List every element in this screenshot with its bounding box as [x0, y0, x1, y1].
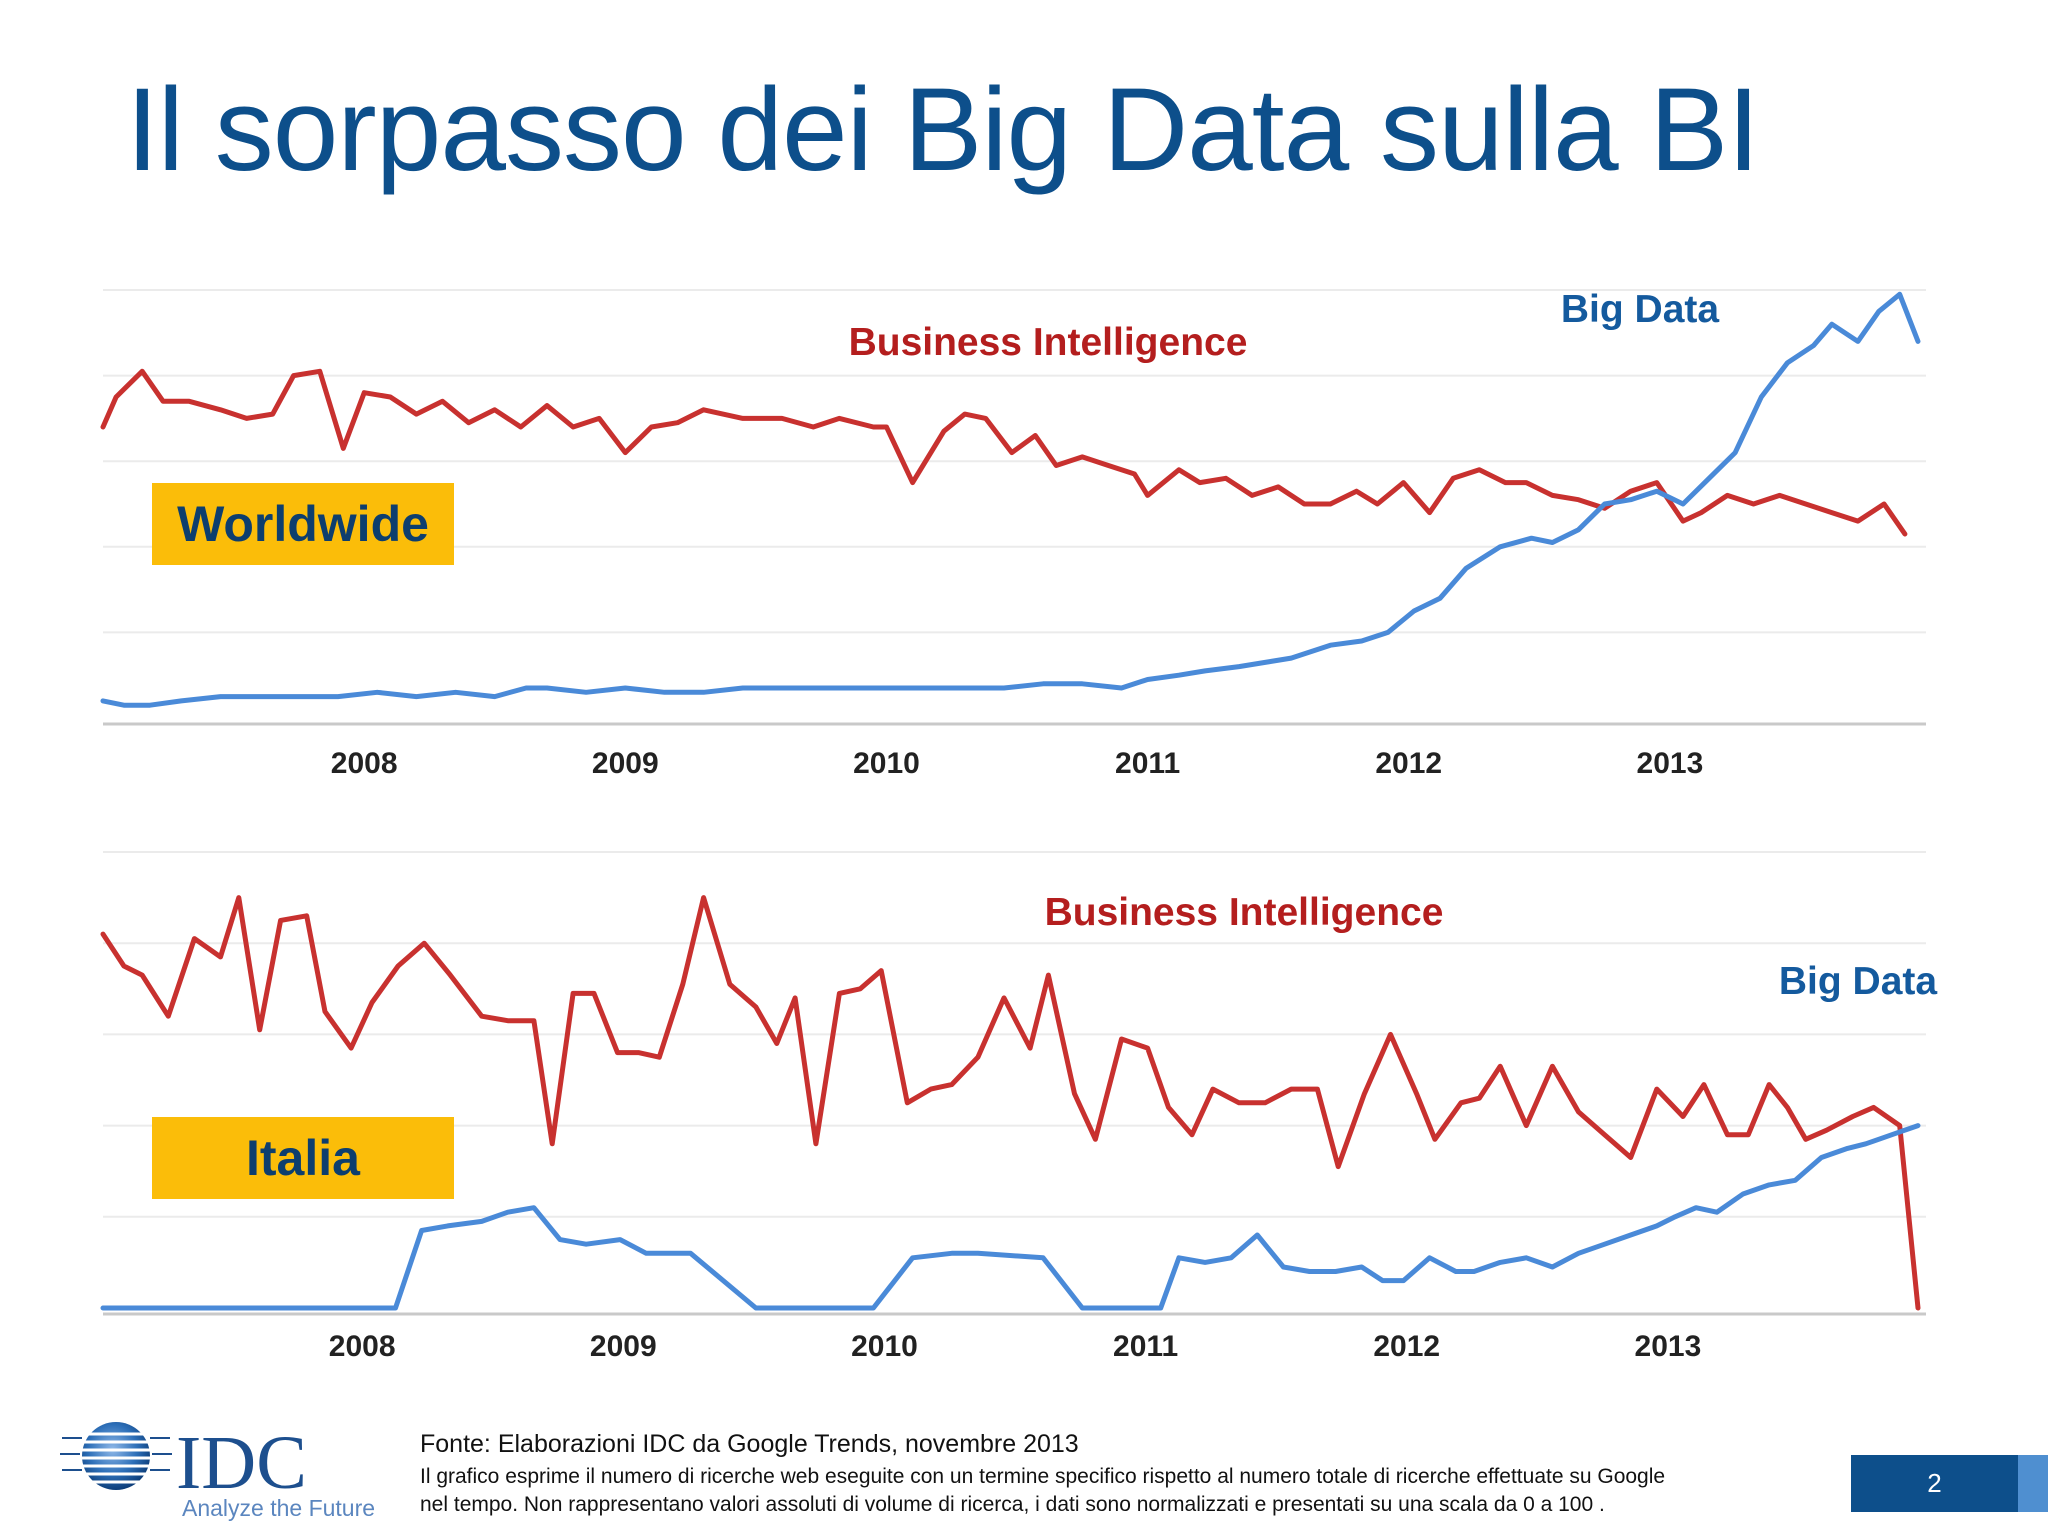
- slide-title: Il sorpasso dei Big Data sulla BI: [126, 64, 1760, 196]
- idc-logo: IDC Analyze the Future: [58, 1421, 375, 1521]
- idc-tagline: Analyze the Future: [182, 1495, 375, 1521]
- x-tick-label: 2008: [331, 747, 398, 780]
- annotation-big-data: Big Data: [1561, 288, 1720, 331]
- x-tick-label: 2010: [851, 1330, 918, 1363]
- worldwide-chart: 2008 2009 2010 2011 2012 2013 Business Intell…: [100, 288, 1926, 780]
- region-badge-worldwide: Worldwide: [152, 483, 454, 565]
- page-number: 2: [1851, 1455, 2018, 1512]
- x-tick-label: 2011: [1113, 1330, 1178, 1363]
- x-tick-label: 2012: [1373, 1330, 1440, 1363]
- series-line-big-data: [100, 1123, 1921, 1311]
- source-note: Fonte: Elaborazioni IDC da Google Trends…: [420, 1430, 1800, 1519]
- x-tick-label: 2013: [1637, 747, 1704, 780]
- italia-chart: 2008 2009 2010 2011 2012 2013 Business Intell…: [100, 851, 1938, 1363]
- annotation-big-data: Big Data: [1779, 960, 1938, 1003]
- idc-wordmark: IDC: [176, 1421, 307, 1505]
- x-tick-label: 2013: [1635, 1330, 1702, 1363]
- note-text: Il grafico esprime il numero di ricerche…: [420, 1463, 1800, 1519]
- page-number-accent: [2018, 1455, 2048, 1512]
- series-line-business-intelligence: [100, 895, 1921, 1311]
- series-line-big-data: [100, 291, 1921, 708]
- note-line-1: Il grafico esprime il numero di ricerche…: [420, 1465, 1666, 1488]
- x-tick-label: 2012: [1375, 747, 1442, 780]
- note-line-2: nel tempo. Non rappresentano valori asso…: [420, 1493, 1605, 1516]
- x-tick-label: 2009: [592, 747, 659, 780]
- x-tick-label: 2009: [590, 1330, 657, 1363]
- globe-icon: [58, 1422, 174, 1490]
- x-tick-label: 2010: [853, 747, 920, 780]
- x-tick-label: 2011: [1115, 747, 1180, 780]
- source-line: Fonte: Elaborazioni IDC da Google Trends…: [420, 1430, 1079, 1458]
- annotation-business-intelligence: Business Intelligence: [1045, 891, 1444, 934]
- region-badge-italia: Italia: [152, 1117, 454, 1199]
- annotation-business-intelligence: Business Intelligence: [849, 321, 1248, 364]
- x-tick-label: 2008: [329, 1330, 396, 1363]
